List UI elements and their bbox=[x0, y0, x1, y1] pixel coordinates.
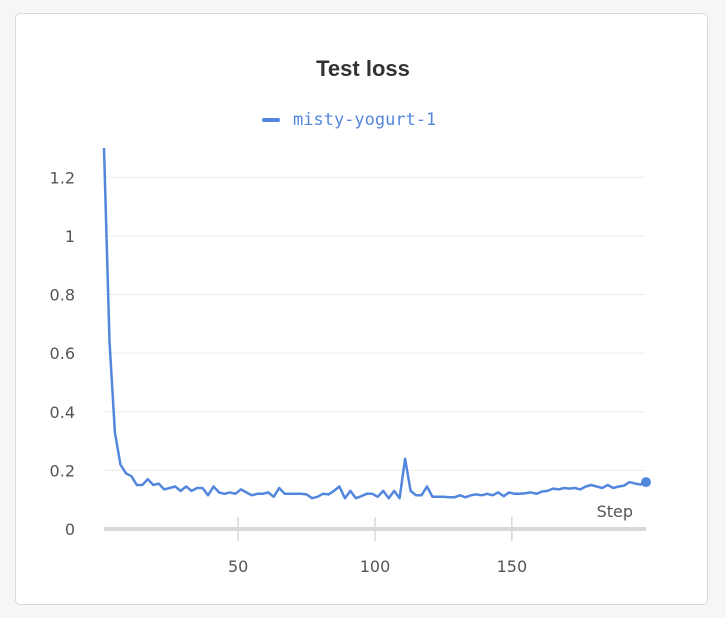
x-axis-label: Step bbox=[597, 502, 633, 521]
y-tick-label: 0.4 bbox=[50, 403, 75, 422]
x-tick-label: 50 bbox=[228, 557, 248, 576]
y-tick-labels: 0 0.2 0.4 0.6 0.8 1 1.2 bbox=[50, 168, 75, 539]
legend-label: misty-yogurt-1 bbox=[293, 110, 437, 130]
grid-lines bbox=[104, 176, 646, 471]
legend-swatch bbox=[262, 118, 280, 122]
chart-panel bbox=[15, 13, 708, 605]
y-tick-label: 0 bbox=[65, 520, 75, 539]
chart-title: Test loss bbox=[316, 56, 410, 81]
y-tick-label: 1.2 bbox=[50, 168, 75, 187]
x-tick-label: 100 bbox=[360, 557, 391, 576]
y-tick-label: 0.8 bbox=[50, 286, 75, 305]
y-tick-label: 1 bbox=[65, 227, 75, 246]
y-tick-label: 0.2 bbox=[50, 461, 75, 480]
legend[interactable]: misty-yogurt-1 bbox=[262, 106, 436, 134]
y-tick-label: 0.6 bbox=[50, 344, 75, 363]
x-tick-labels: 50 100 150 bbox=[228, 557, 527, 576]
x-ticks bbox=[237, 517, 513, 541]
x-tick-label: 150 bbox=[497, 557, 528, 576]
series-line-misty-yogurt-1 bbox=[102, 147, 647, 500]
series-end-point[interactable] bbox=[641, 477, 651, 488]
